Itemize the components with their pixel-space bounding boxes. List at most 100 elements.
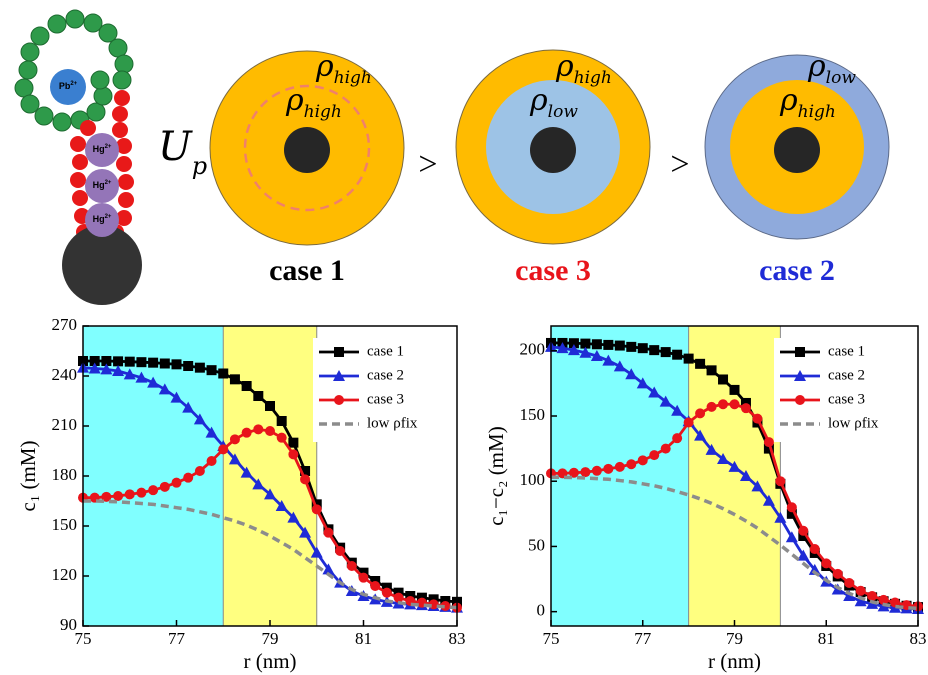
ion: Hg [93,180,105,190]
marker [347,561,357,571]
marker [207,365,217,375]
marker [752,414,762,424]
subscript: high [304,102,342,122]
marker [580,467,590,477]
marker [160,482,170,492]
y-tick-label: 100 [520,470,546,489]
legend-label: case 3 [828,391,865,407]
marker [334,347,344,357]
marker [207,456,217,466]
legend-label: low ρfix [828,415,879,431]
subscript: high [798,102,836,122]
marker [125,357,135,367]
legend-label: case 3 [367,391,404,407]
y-axis-label: c₁−c₂ (mM) [484,426,508,525]
y-tick-label: 150 [52,515,78,534]
y-tick-label: 150 [520,405,546,424]
marker [183,473,193,483]
x-tick-label: 77 [634,629,652,648]
marker [172,359,182,369]
symbol: ρ [807,49,826,84]
molecule: Pb2+ Hg2+ Hg2+ Hg2+ [15,10,142,305]
subscript: high [574,68,612,88]
marker [113,356,123,366]
ion-charge: 2+ [105,180,112,186]
marker [695,359,705,369]
marker [253,391,263,401]
comparator: > [670,146,689,183]
marker [867,591,877,601]
marker [718,374,728,384]
marker [218,444,228,454]
marker [615,341,625,351]
legend-label: case 2 [367,367,404,383]
marker [795,395,805,405]
y-axis-label: c₁ (mM) [16,441,40,512]
marker [136,488,146,498]
marker [288,438,298,448]
case-label: case 2 [759,254,835,287]
x-axis-label: r (nm) [708,649,761,673]
marker [707,365,717,375]
case-label: case 3 [515,254,591,287]
marker [230,374,240,384]
marker [798,526,808,536]
marker [253,424,263,434]
symbol: ρ [555,49,574,84]
legend-label: case 1 [367,343,404,359]
x-tick-label: 75 [75,629,92,648]
marker [810,544,820,554]
marker [730,399,740,409]
marker [148,485,158,495]
marker [844,578,854,588]
marker [323,528,333,538]
marker [638,343,648,353]
marker [242,381,252,391]
outer-density: ρhigh [315,49,372,88]
marker [382,588,392,598]
y-tick-label: 0 [537,601,546,620]
subscript: low [548,102,579,122]
outer-density: ρlow [807,49,856,88]
symbol: ρ [315,49,334,84]
comparator: > [418,146,437,183]
marker [730,385,740,395]
x-tick-label: 81 [818,629,835,648]
marker [125,489,135,499]
marker [821,558,831,568]
marker [787,502,797,512]
marker [795,347,805,357]
x-tick-label: 75 [543,629,560,648]
marker [265,426,275,436]
ion: Hg [93,144,105,154]
legend-label: case 1 [828,343,865,359]
x-tick-label: 79 [262,629,279,648]
case-label: case 1 [269,254,345,287]
marker [707,402,717,412]
marker [615,462,625,472]
marker [160,359,170,369]
marker [195,466,205,476]
marker [334,395,344,405]
y-tick-label: 120 [52,565,78,584]
marker [592,339,602,349]
marker [312,504,322,514]
marker [288,449,298,459]
marker [265,401,275,411]
subscript: p [192,152,207,180]
legend-label: low ρfix [367,415,418,431]
marker [277,433,287,443]
marker [300,474,310,484]
x-tick-label: 79 [726,629,743,648]
marker [370,581,380,591]
marker [626,342,636,352]
x-tick-label: 83 [449,629,466,648]
ion-charge: 2+ [105,214,112,220]
figure: Pb2+ Hg2+ Hg2+ Hg2+ Up > > ρhigh ρhigh c… [0,0,928,675]
marker [626,459,636,469]
y-tick-label: 270 [52,315,78,334]
marker [603,340,613,350]
marker [277,416,287,426]
marker [136,357,146,367]
ion: Hg [93,214,105,224]
